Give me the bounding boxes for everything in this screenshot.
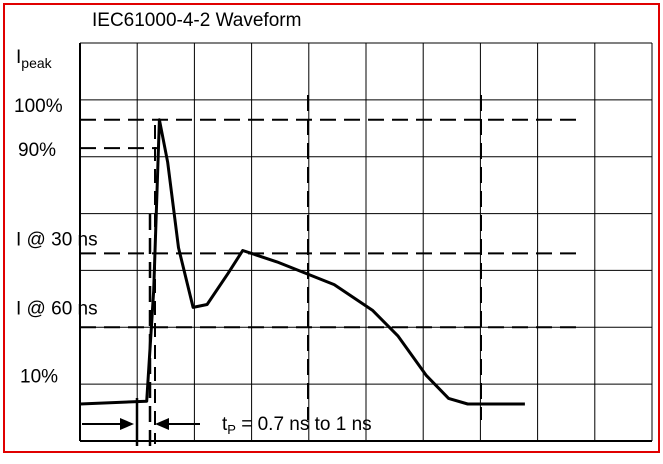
y-tick-label: 100% [14, 96, 63, 117]
y-axis-label-sub: peak [21, 55, 52, 71]
pulse-annotation: tP = 0.7 ns to 1 ns [222, 414, 372, 437]
outer-border [3, 3, 660, 453]
reference-lines [80, 95, 583, 420]
pulse-arrow-right-head [155, 418, 169, 430]
grid [79, 42, 653, 442]
pulse-width-markers [82, 125, 200, 446]
chart-title: IEC61000-4-2 Waveform [92, 10, 301, 31]
y-axis-label-main: I [16, 47, 21, 68]
y-tick-label: I @ 60 ns [16, 298, 98, 319]
y-tick-labels: 100% 90% I @ 30 ns I @ 60 ns 10% [14, 96, 98, 388]
waveform-series [79, 118, 525, 406]
y-tick-label: I @ 30 ns [16, 229, 98, 250]
y-axis-label: Ipeak [16, 47, 53, 71]
annotation-sub: P [227, 422, 236, 437]
pulse-arrow-left-head [120, 418, 134, 430]
annotation-text: = 0.7 ns to 1 ns [236, 414, 372, 435]
y-tick-label: 90% [18, 140, 56, 161]
annotation-prefix: t [222, 414, 228, 435]
y-tick-label: 10% [20, 367, 58, 388]
